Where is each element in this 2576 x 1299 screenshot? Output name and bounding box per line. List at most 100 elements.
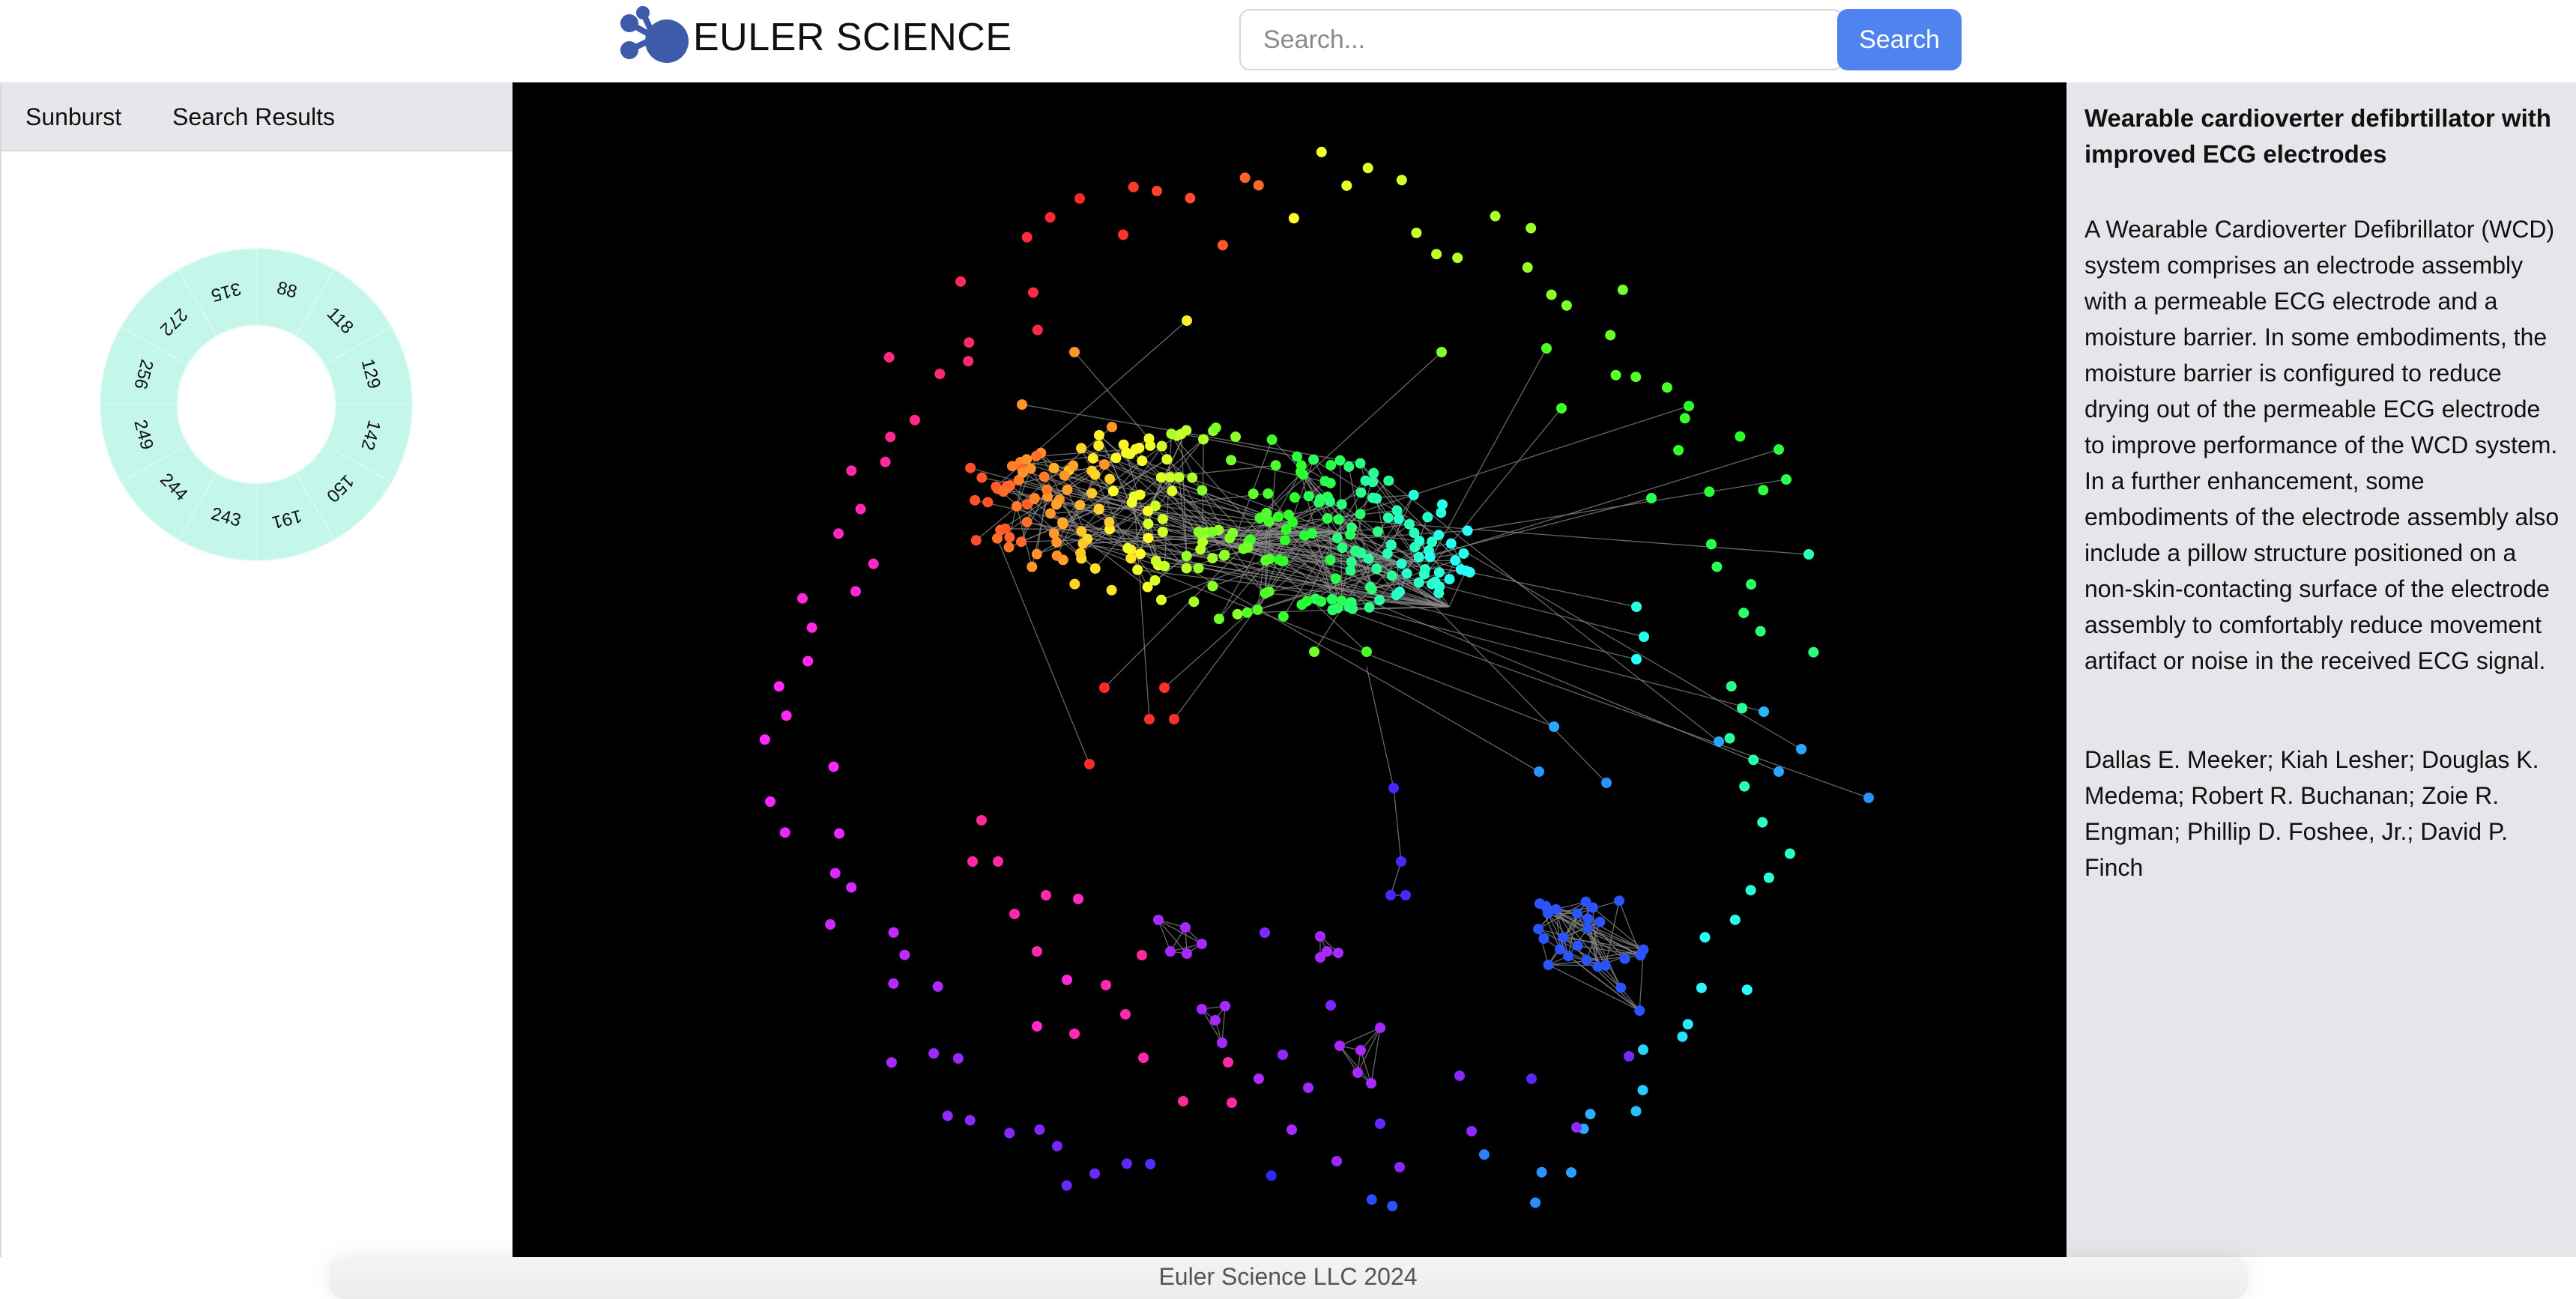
graph-node[interactable] <box>1366 584 1377 595</box>
graph-node[interactable] <box>1331 532 1343 543</box>
tab-search-results[interactable]: Search Results <box>172 103 335 130</box>
graph-node[interactable] <box>1059 470 1070 481</box>
graph-node[interactable] <box>1315 931 1325 942</box>
graph-node[interactable] <box>1031 548 1042 560</box>
graph-node[interactable] <box>1144 714 1155 724</box>
graph-node[interactable] <box>1330 573 1341 584</box>
graph-node[interactable] <box>1145 1158 1156 1169</box>
graph-node[interactable] <box>1038 471 1050 482</box>
graph-node[interactable] <box>883 351 895 363</box>
graph-node[interactable] <box>1048 528 1059 539</box>
graph-node[interactable] <box>1292 451 1303 462</box>
graph-node[interactable] <box>1051 550 1062 561</box>
graph-node[interactable] <box>1757 817 1768 828</box>
graph-node[interactable] <box>1021 516 1032 527</box>
graph-node[interactable] <box>1149 575 1161 586</box>
graph-node[interactable] <box>833 528 844 539</box>
graph-node[interactable] <box>1155 472 1167 483</box>
graph-node[interactable] <box>1624 1051 1634 1062</box>
graph-node[interactable] <box>1303 491 1314 502</box>
graph-node[interactable] <box>1763 872 1774 883</box>
graph-node[interactable] <box>982 497 994 508</box>
graph-node[interactable] <box>1774 766 1784 777</box>
graph-node[interactable] <box>1546 289 1557 300</box>
graph-node[interactable] <box>932 981 943 992</box>
graph-node[interactable] <box>1682 1019 1693 1030</box>
graph-node[interactable] <box>1226 455 1237 466</box>
graph-node[interactable] <box>1027 287 1038 298</box>
graph-node[interactable] <box>1288 213 1299 224</box>
graph-node[interactable] <box>1101 980 1111 990</box>
graph-node[interactable] <box>1478 1149 1490 1160</box>
graph-node[interactable] <box>1436 347 1447 357</box>
graph-node[interactable] <box>1266 1170 1277 1181</box>
graph-node[interactable] <box>1248 488 1259 500</box>
graph-node[interactable] <box>1631 654 1642 664</box>
graph-node[interactable] <box>1679 413 1690 424</box>
graph-node[interactable] <box>1696 982 1707 993</box>
graph-node[interactable] <box>1555 944 1566 955</box>
graph-node[interactable] <box>1345 565 1356 576</box>
graph-node[interactable] <box>1260 588 1271 599</box>
graph-node[interactable] <box>1781 474 1792 485</box>
graph-node[interactable] <box>1263 488 1274 499</box>
graph-node[interactable] <box>1261 507 1272 518</box>
graph-node[interactable] <box>1099 459 1110 470</box>
graph-node[interactable] <box>1018 467 1029 478</box>
graph-node[interactable] <box>1041 484 1053 495</box>
graph-node[interactable] <box>1366 1194 1377 1205</box>
graph-node[interactable] <box>1029 493 1040 504</box>
graph-node[interactable] <box>1266 434 1278 445</box>
graph-node[interactable] <box>1021 454 1032 465</box>
graph-node[interactable] <box>1309 647 1319 657</box>
graph-node[interactable] <box>1803 549 1814 560</box>
graph-node[interactable] <box>1263 516 1275 527</box>
graph-node[interactable] <box>1134 548 1146 560</box>
graph-node[interactable] <box>1684 401 1694 411</box>
graph-node[interactable] <box>1565 1167 1576 1178</box>
graph-node[interactable] <box>1418 569 1430 580</box>
graph-node[interactable] <box>970 494 981 506</box>
graph-node[interactable] <box>1316 596 1327 607</box>
graph-node[interactable] <box>1466 1126 1477 1136</box>
graph-node[interactable] <box>1571 908 1582 919</box>
graph-node[interactable] <box>1371 493 1382 504</box>
graph-node[interactable] <box>1396 558 1407 569</box>
graph-node[interactable] <box>1563 951 1574 962</box>
graph-node[interactable] <box>1726 681 1737 692</box>
graph-node[interactable] <box>1634 1005 1645 1017</box>
graph-node[interactable] <box>1391 505 1403 516</box>
graph-node[interactable] <box>1118 229 1129 240</box>
graph-node[interactable] <box>1069 578 1080 590</box>
graph-node[interactable] <box>1774 444 1784 455</box>
graph-node[interactable] <box>1298 469 1309 480</box>
graph-node[interactable] <box>1758 485 1769 496</box>
graph-node[interactable] <box>1394 1162 1405 1172</box>
graph-node[interactable] <box>1585 1109 1596 1120</box>
graph-node[interactable] <box>1343 461 1355 472</box>
graph-node[interactable] <box>1278 611 1289 622</box>
graph-node[interactable] <box>1239 172 1251 184</box>
graph-node[interactable] <box>1076 443 1087 454</box>
graph-node[interactable] <box>1157 513 1168 524</box>
graph-node[interactable] <box>1325 459 1337 470</box>
graph-node[interactable] <box>1337 542 1348 554</box>
graph-node[interactable] <box>1434 581 1445 593</box>
graph-node[interactable] <box>1455 564 1466 575</box>
graph-node[interactable] <box>1745 885 1756 896</box>
graph-node[interactable] <box>1051 1140 1062 1151</box>
search-button[interactable]: Search <box>1837 9 1962 70</box>
graph-node[interactable] <box>1572 940 1583 951</box>
graph-node[interactable] <box>1346 597 1357 608</box>
graph-node[interactable] <box>970 535 982 546</box>
graph-node[interactable] <box>993 856 1003 867</box>
graph-node[interactable] <box>1454 1071 1465 1081</box>
graph-node[interactable] <box>1558 932 1569 943</box>
graph-node[interactable] <box>1044 508 1056 519</box>
graph-node[interactable] <box>1368 467 1379 479</box>
graph-node[interactable] <box>967 856 978 867</box>
graph-node[interactable] <box>1005 480 1016 491</box>
graph-node[interactable] <box>1197 536 1209 548</box>
graph-node[interactable] <box>1322 946 1332 957</box>
graph-node[interactable] <box>1017 399 1027 410</box>
